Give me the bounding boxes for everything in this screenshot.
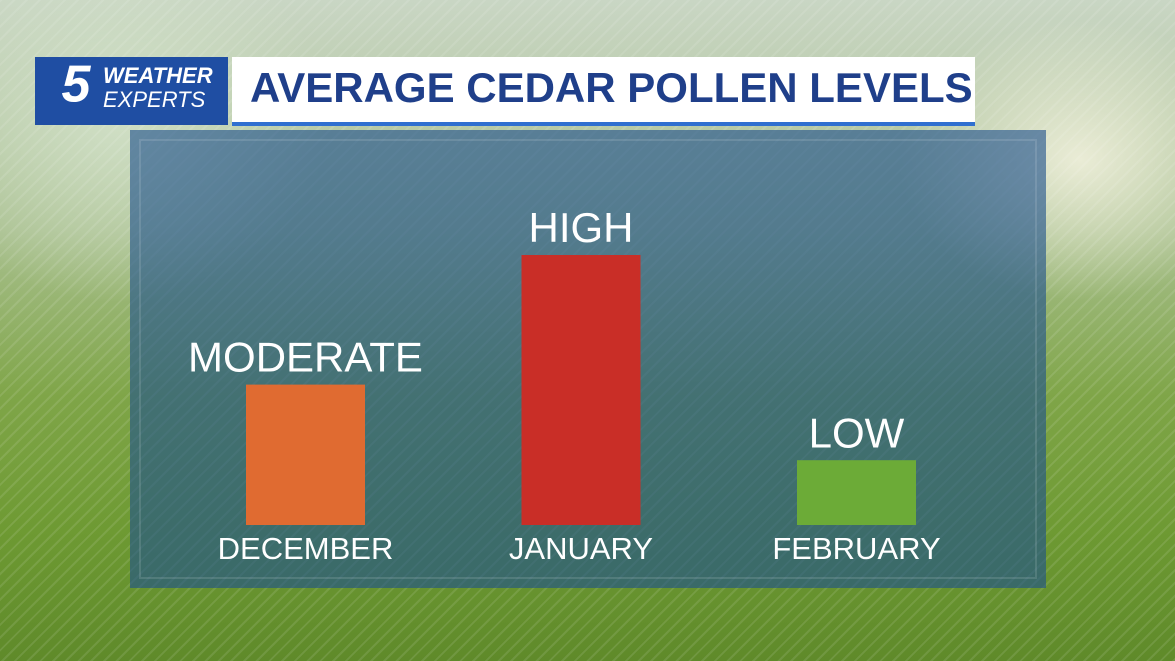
value-label: HIGH — [529, 204, 634, 251]
x-tick-label: FEBRUARY — [772, 531, 940, 566]
logo-line2: EXPERTS — [103, 87, 206, 112]
title-underline — [232, 122, 975, 126]
bar — [797, 460, 916, 525]
logo-box — [35, 57, 228, 125]
logo-line1: WEATHER — [103, 63, 213, 88]
bar — [246, 384, 365, 525]
chart-title: AVERAGE CEDAR POLLEN LEVELS — [250, 64, 973, 111]
x-tick-label: JANUARY — [509, 531, 653, 566]
value-label: LOW — [809, 409, 905, 456]
x-tick-label: DECEMBER — [218, 531, 394, 566]
value-label: MODERATE — [188, 334, 423, 381]
logo-number: 5 — [62, 56, 92, 114]
panel-border — [139, 139, 1037, 579]
bar — [521, 255, 641, 525]
title-box — [232, 57, 975, 123]
